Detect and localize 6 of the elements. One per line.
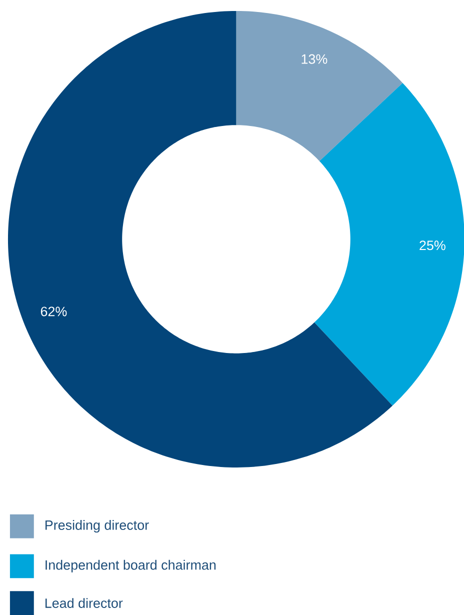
legend-label: Lead director — [45, 598, 122, 608]
data-label: 25% — [419, 240, 446, 250]
legend-label: Independent board chairman — [45, 560, 216, 572]
data-label: 62% — [40, 306, 66, 316]
data-label: 13% — [302, 54, 327, 64]
legend-label: Presiding director — [45, 520, 149, 533]
